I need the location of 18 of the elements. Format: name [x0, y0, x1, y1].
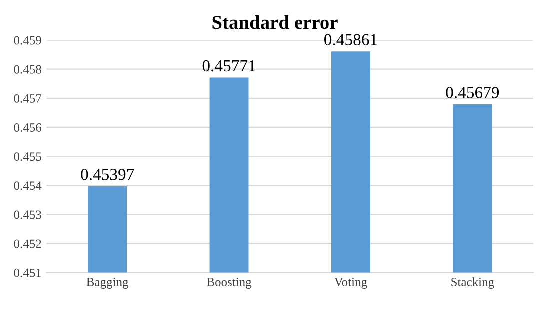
y-tick-label: 0.458 — [14, 65, 42, 74]
data-label: 0.45861 — [324, 34, 378, 46]
y-tick-label: 0.455 — [14, 152, 42, 162]
y-tick-label: 0.451 — [14, 268, 42, 278]
y-tick-label: 0.459 — [14, 36, 42, 45]
chart-title: Standard error — [212, 16, 338, 30]
y-tick-label: 0.456 — [14, 124, 42, 132]
x-tick-label: Bagging — [86, 278, 129, 289]
data-label: 0.45771 — [202, 60, 256, 72]
x-tick-label: Stacking — [452, 278, 494, 290]
y-tick-label: 0.452 — [14, 240, 42, 248]
y-tick-label: 0.453 — [14, 210, 42, 220]
y-tick-label: 0.457 — [14, 94, 42, 103]
data-label: 0.45397 — [81, 169, 134, 180]
x-tick-label: Voting — [334, 278, 368, 289]
x-tick-label: Boosting — [207, 278, 252, 289]
y-tick-label: 0.454 — [14, 182, 42, 190]
data-label: 0.45679 — [446, 87, 500, 98]
